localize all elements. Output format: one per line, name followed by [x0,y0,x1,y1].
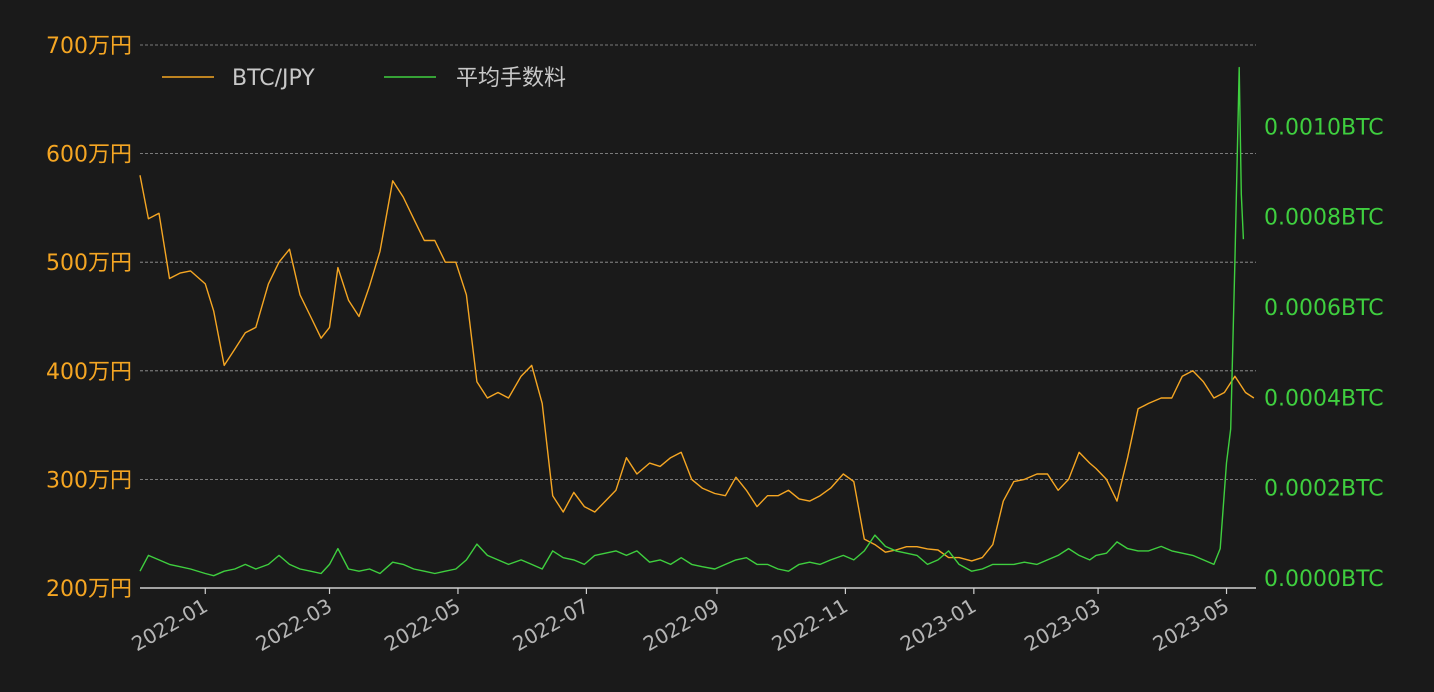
y-left-tick-label: 600万円 [46,143,132,168]
x-tick-label: 2022-07 [509,594,593,657]
x-tick-label: 2023-05 [1149,594,1233,657]
legend-label-btcjpy: BTC/JPY [232,66,315,91]
grid-lines [140,44,1256,480]
y-left-tick-label: 700万円 [46,34,132,59]
y-right-tick-label: 0.0000BTC [1264,567,1384,592]
x-tick-label: 2022-03 [252,594,336,657]
x-tick-label: 2023-01 [896,594,980,657]
y-left-tick-label: 500万円 [46,251,132,276]
legend-label-fee: 平均手数料 [456,66,566,91]
y-right-tick-label: 0.0006BTC [1264,296,1384,321]
series-lines [139,66,1255,577]
y-left-tick-label: 300万円 [46,468,132,493]
axes: 200万円 300万円 400万円 500万円 600万円 700万円 0.0000BTC 0… [46,34,1384,656]
y-left-tick-label: 200万円 [46,577,132,602]
y-right-tick-label: 0.0008BTC [1264,206,1384,231]
legend: BTC/JPY 平均手数料 [162,66,566,91]
x-tick-label: 2022-09 [639,594,723,657]
series-line-btcjpy [139,175,1255,562]
series-line-avg-fee [139,66,1245,577]
x-tick-label: 2023-03 [1020,594,1104,657]
y-right-tick-label: 0.0010BTC [1264,115,1384,140]
x-tick-label: 2022-01 [127,594,211,657]
x-tick-label: 2022-11 [768,594,852,657]
x-tick-label: 2022-05 [380,594,464,657]
y-right-tick-label: 0.0002BTC [1264,477,1384,502]
y-right-tick-label: 0.0004BTC [1264,386,1384,411]
y-left-tick-label: 400万円 [46,360,132,385]
